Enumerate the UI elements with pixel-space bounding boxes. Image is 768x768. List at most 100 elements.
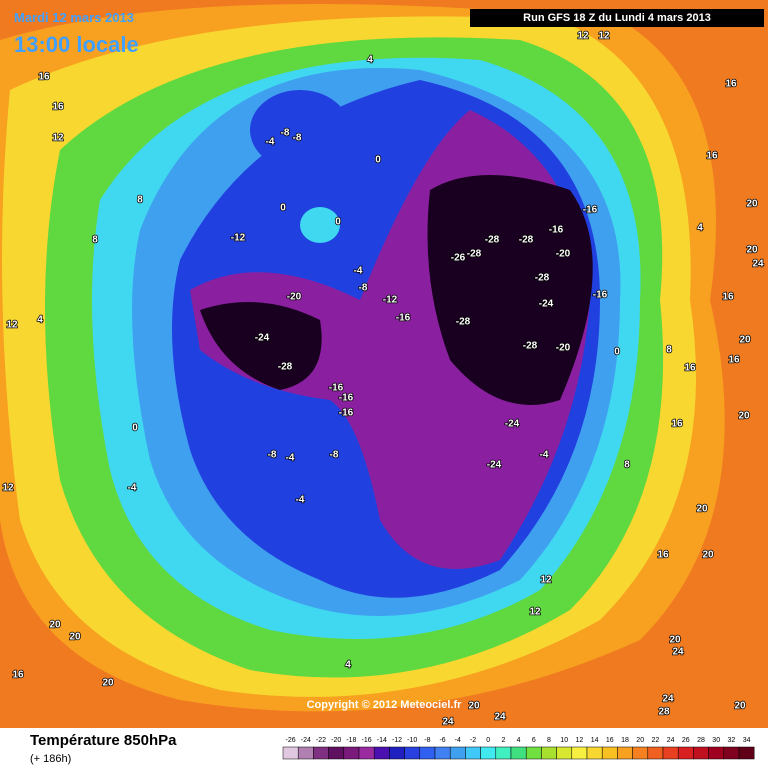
colorbar-label: 16 [606,737,614,744]
contour-label: 4 [367,55,373,66]
colorbar-swatch [495,746,512,760]
contour-label: -28 [523,341,538,352]
colorbar-label: -26 [286,737,296,744]
contour-label: -8 [359,283,368,294]
map-time: 13:00 locale [14,32,139,57]
colorbar-swatch [373,746,390,760]
colorbar-swatch [647,746,664,760]
contour-label: 20 [696,504,708,515]
contour-label: -8 [268,450,277,461]
colorbar-swatch [282,746,299,760]
footer-title: Température 850hPa [30,732,177,749]
colorbar-label: -18 [346,737,356,744]
contour-label: 24 [672,647,684,658]
colorbar-swatch [404,746,421,760]
contour-label: 20 [702,550,714,561]
contour-label: -16 [593,290,608,301]
contour-label: 20 [746,199,758,210]
contour-label: 20 [49,620,61,631]
contour-label: -16 [339,393,354,404]
contour-label: -4 [540,450,549,461]
colorbar-swatch [510,746,527,760]
contour-label: -8 [330,450,339,461]
colorbar-label: 24 [667,737,675,744]
contour-label: 0 [132,423,138,434]
contour-label: -24 [255,333,270,344]
contour-label: 4 [37,315,43,326]
colorbar-label: 4 [517,737,521,744]
colorbar-swatch [693,746,709,760]
colorbar-label: 28 [697,737,705,744]
colorbar-swatch [738,746,755,760]
contour-label: -28 [485,235,500,246]
contour-label: 12 [2,483,14,494]
contour-label: -4 [128,483,137,494]
contour-label: 20 [746,245,758,256]
colorbar-label: -8 [424,737,430,744]
contour-label: -28 [278,362,293,373]
contour-label: 20 [102,678,114,689]
contour-label: -28 [467,249,482,260]
contour-label: -16 [329,383,344,394]
footer-lead: (+ 186h) [30,753,71,765]
colorbar-swatch [662,746,679,760]
contour-label: 16 [52,102,64,113]
contour-label: -4 [296,495,305,506]
contour-label: 4 [345,660,351,671]
colorbar-swatch [677,746,694,760]
colorbar-label: 34 [743,737,751,744]
colorbar-swatch [419,746,436,760]
contour-label: -12 [383,295,398,306]
contour-label: 20 [669,635,681,646]
contour-label: -12 [231,233,246,244]
colorbar-label: -14 [377,737,387,744]
contour-label: 24 [442,717,454,728]
contour-label: -24 [487,460,502,471]
contour-label: 16 [728,355,740,366]
contour-label: 12 [52,133,64,144]
contour-label: 0 [335,217,341,228]
contour-label: 20 [69,632,81,643]
contour-label: 12 [529,607,541,618]
colorbar-label: -22 [316,737,326,744]
colorbar-swatch [632,746,649,760]
contour-label: 8 [624,460,630,471]
contour-label: -28 [456,317,471,328]
colorbar-label: 2 [501,737,505,744]
contour-label: 16 [722,292,734,303]
colorbar-label: 18 [621,737,629,744]
colorbar-swatch [358,746,375,760]
contour-label: -16 [549,225,564,236]
contour-label: 8 [92,235,98,246]
colorbar-label: 20 [636,737,644,744]
colorbar-swatch [723,746,740,760]
colorbar-swatch [525,746,542,760]
contour-label: -24 [539,299,554,310]
colorbar-label: 6 [532,737,536,744]
colorbar-label: 14 [591,737,599,744]
colorbar-label: -10 [407,737,417,744]
contour-label: 16 [684,363,696,374]
contour-label: 16 [38,72,50,83]
contour-label: 20 [739,335,751,346]
contour-label: 16 [671,419,683,430]
colorbar: -26 -24 -22 -20 -18 -16 -14 -12 -10 -8 -6 -4 -2 0 2 4 6 8… [282,737,755,760]
contour-label: -16 [396,313,411,324]
contour-label: 12 [540,575,552,586]
contour-label: 16 [657,550,669,561]
contour-label: -20 [556,249,571,260]
contour-label: -8 [281,128,290,139]
contour-label: 8 [666,345,672,356]
colorbar-label: -6 [439,737,445,744]
colorbar-swatch [313,746,329,760]
colorbar-label: 30 [712,737,720,744]
contour-label: 16 [725,79,737,90]
colorbar-label: -16 [362,737,372,744]
colorbar-label: 12 [576,737,584,744]
contour-label: -4 [286,453,295,464]
contour-label: 12 [6,320,18,331]
colorbar-swatch [556,746,573,760]
run-info: Run GFS 18 Z du Lundi 4 mars 2013 [523,12,711,24]
